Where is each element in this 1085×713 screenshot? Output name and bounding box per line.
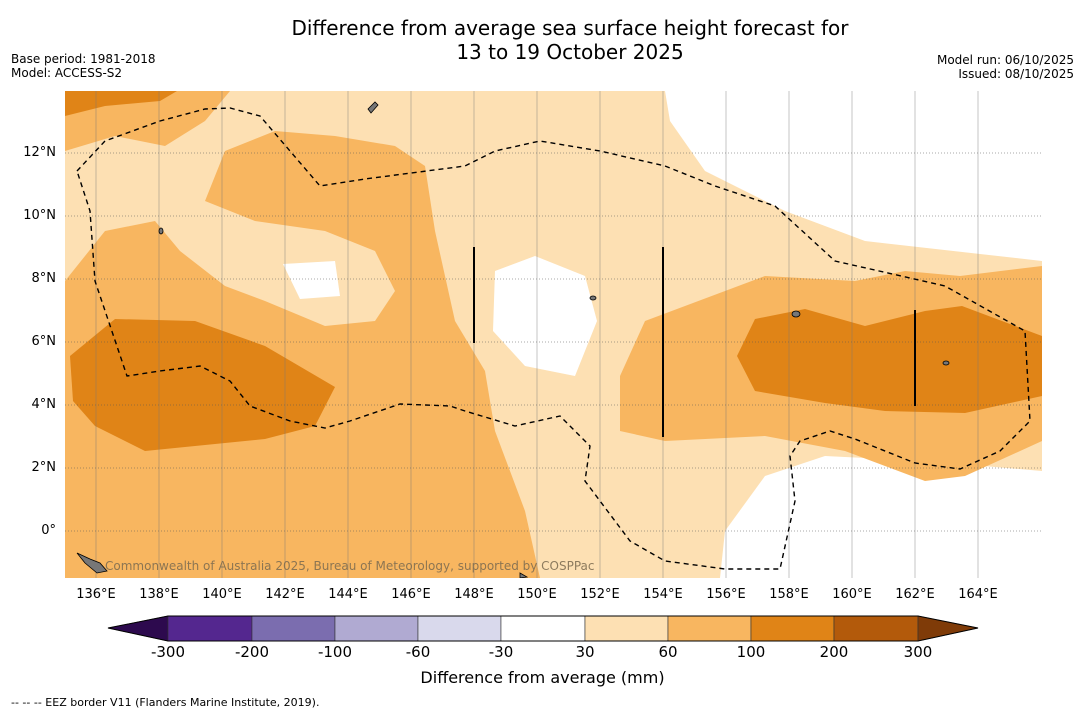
lon-label-160e: 160°E xyxy=(832,587,872,602)
copyright-watermark: Commonwealth of Australia 2025, Bureau o… xyxy=(105,559,595,573)
map-title: Difference from average sea surface heig… xyxy=(0,16,1085,64)
colorbar-tick: 300 xyxy=(903,643,933,661)
lon-label-148e: 148°E xyxy=(454,587,494,602)
lon-label-152e: 152°E xyxy=(580,587,620,602)
colorbar-swatch-10 xyxy=(917,615,979,642)
lon-label-146e: 146°E xyxy=(391,587,431,602)
lon-label-150e: 150°E xyxy=(517,587,557,602)
colorbar-tick: 60 xyxy=(658,643,678,661)
field-100-200-west xyxy=(70,319,335,451)
colorbar-swatch-4 xyxy=(417,615,502,642)
colorbar-swatch-0 xyxy=(107,615,169,642)
eez-border xyxy=(76,107,1031,570)
lon-label-144e: 144°E xyxy=(328,587,368,602)
lon-label-164e: 164°E xyxy=(958,587,998,602)
issued-date: Issued: 08/10/2025 xyxy=(958,67,1074,81)
map-panel xyxy=(65,91,1042,578)
field-low-central xyxy=(493,256,597,376)
lon-label-156e: 156°E xyxy=(706,587,746,602)
colorbar-swatch-6 xyxy=(584,615,669,642)
field-100-200-east xyxy=(737,306,1042,413)
colorbar-tick: -60 xyxy=(405,643,431,661)
lat-label-6n: 6°N xyxy=(31,334,57,349)
colorbar-swatch-1 xyxy=(167,615,253,642)
title-line-2: 13 to 19 October 2025 xyxy=(456,40,684,64)
lat-label-8n: 8°N xyxy=(31,271,57,286)
field-low-north-east xyxy=(545,91,1042,261)
lon-label-142e: 142°E xyxy=(265,587,305,602)
lon-label-140e: 140°E xyxy=(202,587,242,602)
title-line-1: Difference from average sea surface heig… xyxy=(291,16,849,40)
field-100-200-north-west xyxy=(65,91,177,116)
lat-label-0: 0° xyxy=(41,523,56,538)
colorbar-label: Difference from average (mm) xyxy=(420,668,665,687)
lat-gridlines xyxy=(65,152,1042,532)
colorbar-swatch-7 xyxy=(667,615,752,642)
lon-label-136e: 136°E xyxy=(76,587,116,602)
meta-right: Model run: 06/10/2025 Issued: 08/10/2025 xyxy=(937,53,1074,81)
islands xyxy=(76,101,950,578)
colorbar-tick: 100 xyxy=(736,643,766,661)
field-60-100-west xyxy=(65,131,540,578)
lon-label-158e: 158°E xyxy=(769,587,809,602)
colorbar-swatch-2 xyxy=(251,615,336,642)
colorbar-swatch-3 xyxy=(334,615,419,642)
lat-label-4n: 4°N xyxy=(31,397,57,412)
lat-label-12n: 12°N xyxy=(23,145,56,160)
field-low-south-east xyxy=(720,456,1042,578)
colorbar-swatch-9 xyxy=(833,615,919,642)
lon-label-138e: 138°E xyxy=(139,587,179,602)
lon-label-154e: 154°E xyxy=(643,587,683,602)
meta-left: Base period: 1981-2018 Model: ACCESS-S2 xyxy=(11,52,156,80)
colorbar-tick: 30 xyxy=(575,643,595,661)
colorbar-tick: -100 xyxy=(317,643,353,661)
colorbar-tick: -200 xyxy=(234,643,270,661)
colorbar xyxy=(105,614,980,644)
colorbar-swatch-5 xyxy=(500,615,586,642)
colorbar-swatch-8 xyxy=(750,615,835,642)
footer-note: -- -- -- EEZ border V11 (Flanders Marine… xyxy=(11,696,320,709)
model-name: Model: ACCESS-S2 xyxy=(11,66,123,80)
lat-label-2n: 2°N xyxy=(31,460,57,475)
lon-label-162e: 162°E xyxy=(895,587,935,602)
colorbar-outline xyxy=(107,615,979,642)
model-run: Model run: 06/10/2025 xyxy=(936,53,1074,67)
base-period: Base period: 1981-2018 xyxy=(11,52,156,66)
map-svg xyxy=(65,91,1042,578)
field-60-100-north-west xyxy=(65,91,230,151)
lat-label-10n: 10°N xyxy=(23,208,56,223)
colorbar-svg xyxy=(107,615,979,642)
colorbar-tick: -300 xyxy=(150,643,186,661)
colorbar-tick: -30 xyxy=(488,643,514,661)
field-low-west xyxy=(283,261,340,299)
colorbar-tick: 200 xyxy=(819,643,849,661)
